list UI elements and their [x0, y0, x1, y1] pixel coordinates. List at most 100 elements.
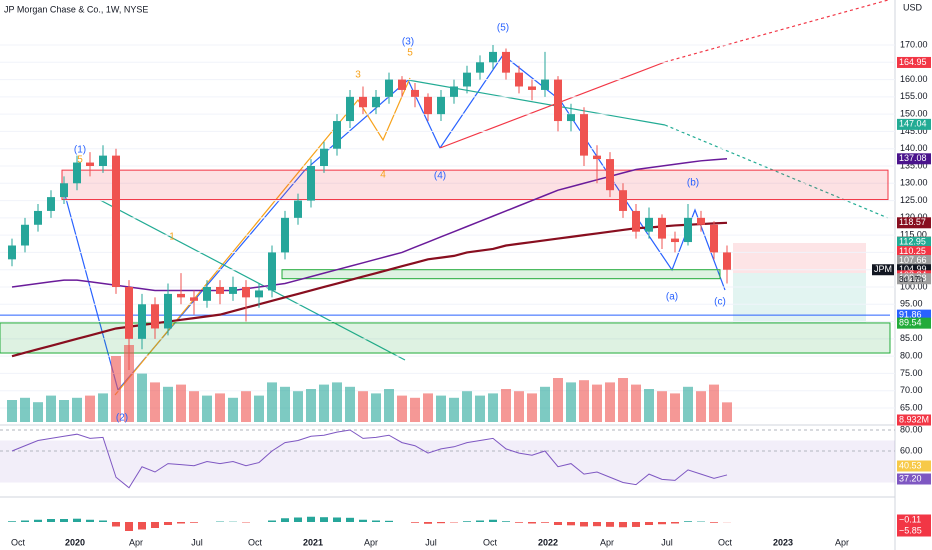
- macd-bar: [385, 520, 393, 522]
- candle-body: [476, 62, 484, 73]
- x-tick-label: Oct: [248, 537, 263, 547]
- trend-line: [439, 61, 666, 149]
- y-tick-label: 70.00: [900, 385, 923, 395]
- wave-label: 4: [380, 170, 386, 181]
- macd-bar: [684, 521, 692, 522]
- candle-body: [541, 79, 549, 90]
- macd-bar: [515, 522, 523, 523]
- candle-body: [164, 293, 172, 329]
- price-tag: 107.66: [899, 255, 927, 265]
- price-tag: 91.86: [899, 310, 922, 320]
- price-tag: 112.95: [899, 237, 926, 247]
- volume-bar: [137, 373, 147, 422]
- price-tag-bg: [897, 118, 931, 130]
- volume-bar: [436, 395, 446, 422]
- volume-bar: [423, 393, 433, 422]
- candle-body: [177, 293, 185, 298]
- y-tick-label: 135.00: [900, 160, 928, 170]
- price-tag: 104.99: [899, 264, 927, 274]
- volume-bar: [111, 356, 121, 422]
- volume-bar: [527, 393, 537, 422]
- price-tag-bg: [897, 273, 931, 285]
- candle-body: [398, 79, 406, 90]
- macd-bar: [476, 520, 484, 522]
- candle-body: [99, 155, 107, 166]
- price-tag: 118.57: [899, 217, 926, 227]
- rsi-tick-label: 60.00: [900, 445, 923, 455]
- volume-bar: [332, 382, 342, 422]
- macd-tag-bg: [897, 525, 931, 537]
- volume-bar: [488, 393, 498, 422]
- volume-bar: [358, 391, 368, 422]
- candle-body: [593, 155, 601, 160]
- macd-bar: [606, 522, 614, 527]
- price-tag: 147.04: [899, 119, 927, 129]
- macd-bar: [528, 522, 536, 524]
- candle-body: [47, 197, 55, 211]
- volume-bar: [241, 391, 251, 422]
- macd-bar: [346, 517, 354, 522]
- volume-bar: [163, 386, 173, 422]
- wave-label: (a): [666, 292, 678, 303]
- x-tick-label: Jul: [661, 537, 673, 547]
- volume-bar: [150, 382, 160, 422]
- wave-line: [114, 77, 411, 396]
- price-tag-bg: [897, 236, 931, 248]
- macd-bar: [294, 517, 302, 522]
- volume-bar: [683, 386, 693, 422]
- volume-bar: [670, 393, 680, 422]
- volume-bar: [202, 395, 212, 422]
- price-tag: 102.38: [899, 273, 927, 283]
- macd-bar: [619, 522, 627, 528]
- candle-body: [268, 252, 276, 291]
- price-tag: 137.08: [899, 153, 927, 163]
- y-tick-label: 160.00: [900, 74, 928, 84]
- x-tick-label: Oct: [718, 537, 733, 547]
- candle-body: [658, 217, 666, 239]
- x-tick-label: Oct: [11, 537, 26, 547]
- x-tick-label: Jul: [425, 537, 437, 547]
- macd-bar: [34, 519, 42, 522]
- volume-bar: [553, 378, 563, 422]
- y-tick-label: 140.00: [900, 143, 928, 153]
- x-tick-label: 2023: [773, 537, 793, 547]
- candle-body: [437, 96, 445, 115]
- risk-box: [733, 243, 866, 273]
- macd-bar: [424, 522, 432, 524]
- price-tag-bg: [897, 153, 931, 165]
- candle-body: [320, 148, 328, 166]
- macd-tag: −5.85: [899, 525, 922, 535]
- macd-bar: [125, 522, 133, 531]
- macd-tag-bg: [897, 514, 931, 526]
- candle-body: [645, 217, 653, 232]
- candle-body: [710, 224, 718, 253]
- candle-body: [632, 210, 640, 232]
- volume-bar: [20, 397, 30, 422]
- price-tag-bg: [897, 217, 931, 229]
- candle-body: [34, 210, 42, 225]
- symbol: JPM: [874, 264, 892, 274]
- macd-bar: [541, 522, 549, 523]
- x-tick-label: Oct: [483, 537, 498, 547]
- candle-body: [567, 114, 575, 122]
- x-tick-label: Apr: [129, 537, 143, 547]
- macd-bar: [138, 522, 146, 530]
- price-tag-bg: [897, 317, 931, 329]
- macd-bar: [567, 522, 575, 526]
- volume-bar: [59, 400, 69, 422]
- candle-body: [489, 51, 497, 63]
- countdown: 3d 17h: [899, 275, 923, 284]
- macd-bar: [268, 520, 276, 522]
- macd-bar: [359, 519, 367, 522]
- volume-bar: [540, 386, 550, 422]
- volume-bar: [189, 391, 199, 422]
- trend-line: [664, 0, 889, 63]
- macd-bar: [645, 522, 653, 525]
- volume-bar: [319, 384, 329, 422]
- candle-body: [463, 72, 471, 87]
- volume-bar: [618, 378, 628, 422]
- candle-body: [723, 252, 731, 270]
- volume-bar: [709, 384, 719, 422]
- price-tag-bg: [897, 264, 931, 276]
